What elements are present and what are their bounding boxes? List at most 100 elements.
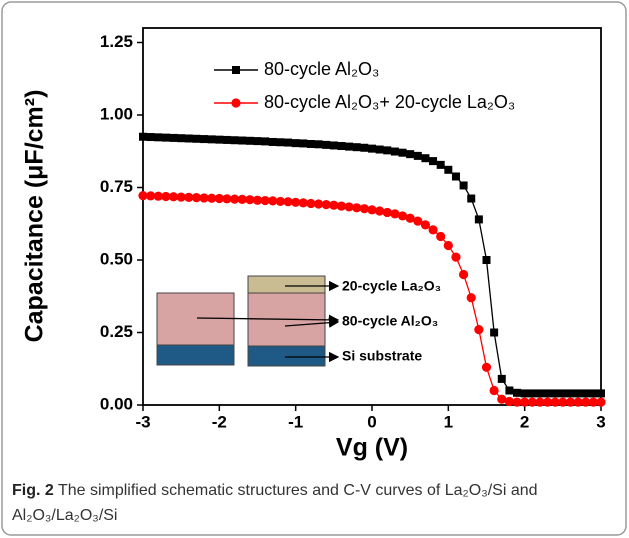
legend-label: 80-cycle Al₂O₃+ 20-cycle La₂O₃: [264, 92, 515, 112]
data-point: [420, 220, 431, 230]
legend-marker: [231, 98, 241, 108]
data-point: [184, 134, 193, 143]
data-point: [368, 144, 376, 153]
data-point: [252, 195, 263, 205]
inset-la2o3-layer: [247, 275, 326, 294]
data-point: [581, 389, 590, 398]
data-point: [581, 397, 591, 407]
data-point: [406, 150, 415, 159]
y-tick-label: 1.25: [100, 32, 133, 51]
data-point: [314, 140, 323, 149]
y-tick-label: 0.00: [100, 394, 133, 413]
data-point: [382, 207, 392, 218]
data-point: [528, 389, 537, 398]
data-point: [398, 148, 407, 157]
data-point: [535, 397, 545, 407]
data-point: [566, 389, 575, 398]
x-tick-label: 1: [444, 412, 453, 431]
data-point: [138, 191, 148, 201]
x-tick-label: 2: [520, 412, 529, 431]
data-point: [596, 397, 606, 407]
data-point: [260, 195, 270, 206]
data-point: [565, 397, 576, 407]
y-tick-label: 0.25: [100, 322, 133, 341]
data-point: [268, 137, 277, 146]
data-point: [306, 140, 315, 148]
data-point: [597, 389, 605, 398]
data-point: [230, 194, 240, 204]
data-point: [481, 362, 492, 372]
x-axis-title: Vg (V): [336, 434, 408, 462]
data-point: [177, 134, 186, 143]
data-point: [451, 252, 461, 262]
data-point: [215, 135, 224, 144]
data-point: [329, 141, 338, 150]
data-point: [375, 145, 384, 154]
inset-label: 20-cycle La₂O₃: [342, 278, 441, 294]
data-point: [329, 200, 339, 210]
data-point: [451, 172, 460, 181]
data-point: [153, 191, 163, 201]
inset-schematic: 20-cycle La₂O₃ 80-cycle Al₂O₃ Si substra…: [156, 275, 441, 367]
data-point: [367, 205, 377, 215]
caption-text: The simplified schematic structures and …: [12, 482, 538, 524]
data-point: [505, 386, 514, 395]
data-point: [268, 196, 278, 206]
data-point: [222, 135, 231, 144]
data-point: [482, 256, 491, 264]
inset-label: 80-cycle Al₂O₃: [342, 313, 438, 329]
y-tick-label: 0.75: [100, 177, 133, 196]
data-point: [504, 396, 514, 407]
data-point: [199, 193, 209, 203]
data-point: [436, 160, 445, 169]
data-point: [276, 138, 285, 147]
data-point: [360, 143, 369, 152]
data-point: [306, 198, 316, 209]
data-point: [421, 154, 430, 163]
data-point: [405, 213, 415, 223]
data-point: [429, 157, 438, 166]
data-point: [383, 146, 392, 155]
inset-arrow: [284, 317, 340, 328]
legend-label: 80-cycle Al₂O₃: [264, 59, 379, 79]
data-point: [588, 397, 598, 407]
data-point: [336, 201, 347, 211]
data-point: [520, 397, 530, 407]
data-point: [497, 374, 506, 383]
data-point: [139, 132, 147, 141]
data-point: [161, 191, 171, 202]
data-point: [261, 137, 270, 146]
data-point: [513, 388, 522, 397]
data-point: [489, 385, 499, 396]
data-point: [146, 191, 156, 201]
data-point: [284, 138, 293, 147]
x-tick-label: -3: [135, 412, 150, 431]
data-point: [352, 143, 361, 152]
data-point: [466, 293, 476, 303]
data-point: [313, 199, 324, 209]
x-tick-label: 0: [367, 412, 376, 431]
data-point: [352, 203, 362, 213]
data-point: [344, 202, 354, 212]
data-point: [535, 389, 544, 398]
y-tick-label: 0.50: [100, 249, 133, 268]
data-point: [207, 135, 216, 144]
data-point: [467, 194, 476, 203]
data-point: [184, 192, 194, 202]
y-tick-label: 1.00: [100, 104, 133, 123]
data-point: [573, 397, 583, 407]
data-point: [214, 193, 224, 204]
data-point: [245, 195, 255, 205]
inset-al2o3-layer: [156, 292, 235, 346]
legend-marker: [232, 66, 240, 74]
data-point: [345, 142, 354, 151]
data-point: [390, 147, 399, 156]
data-point: [413, 216, 423, 226]
data-point: [146, 133, 155, 142]
inset-si-layer: [247, 345, 326, 367]
data-point: [283, 197, 293, 207]
data-point: [222, 194, 232, 204]
data-point: [207, 193, 217, 203]
data-point: [459, 269, 469, 280]
